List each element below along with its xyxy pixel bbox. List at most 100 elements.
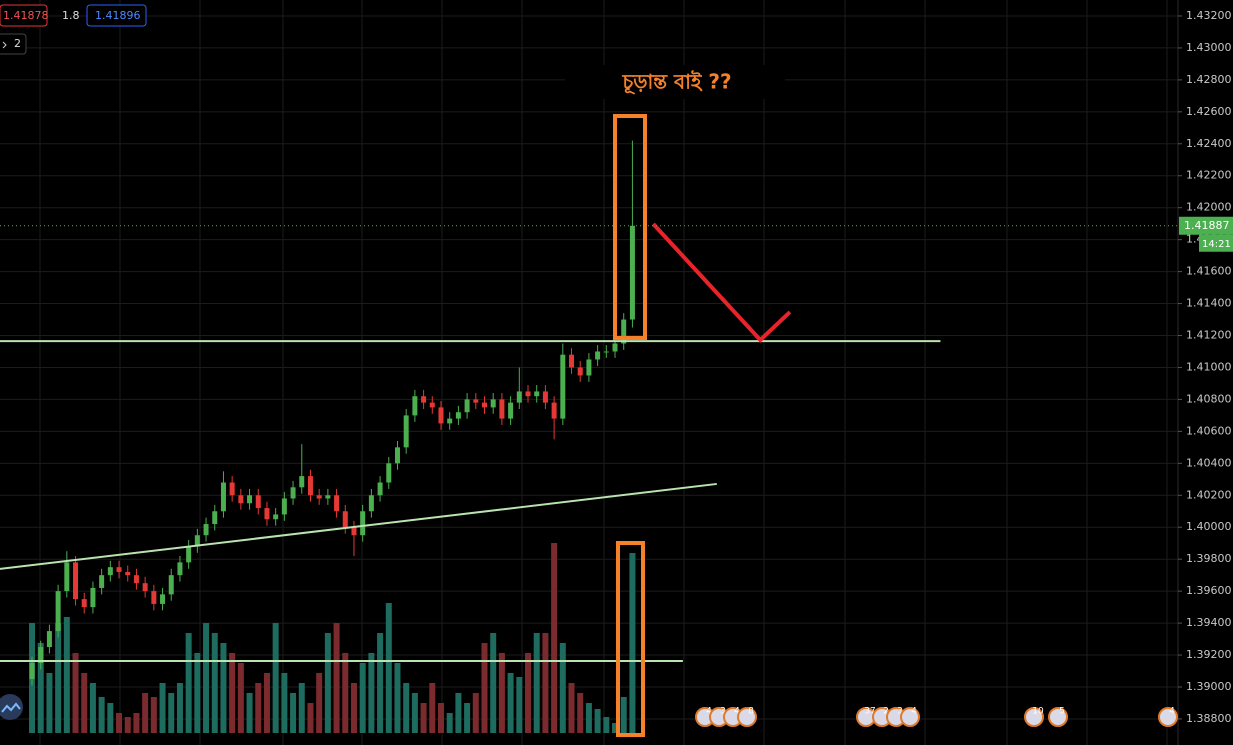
candle-body [307,476,313,496]
candle-body [412,396,418,416]
candle-body [125,571,131,576]
volume-bar [263,673,270,733]
volume-bar [359,663,366,733]
volume-bar [324,633,331,733]
header-close: 1.41896 [95,9,141,22]
candle-body [595,351,601,360]
header-box [86,4,147,27]
grid [0,0,1178,745]
countdown: 14:21 [1202,239,1231,250]
candle-layer [29,140,635,686]
annotation: চূড়ান্ত বাই ?? [621,70,731,96]
volume-bar [350,683,357,733]
candle-body [160,594,166,604]
drawn-line [651,222,792,343]
volume-bar [290,693,297,733]
candle-body [116,567,122,572]
candle-body [229,482,235,496]
drawings-layer [0,222,1178,662]
volume-bar [481,643,488,733]
candle-body [377,482,383,496]
volume-bar [385,603,392,733]
y-tick-label: 1.42200 [1186,169,1232,182]
event-count: 4 [734,707,740,717]
candle-body [334,495,340,512]
candle-body [38,647,44,664]
candle-body [133,575,139,584]
volume-bar [124,717,131,733]
candle-body [455,412,461,419]
volume-bar [446,713,453,733]
candle-body [629,225,635,320]
candle-body [508,402,514,419]
volume-bar [437,703,444,733]
candle-body [569,354,575,368]
candle-body [386,463,392,483]
volume-bar [63,617,70,733]
volume-bar [516,677,523,733]
volume-bar [72,653,79,733]
indicator-toggle[interactable] [0,33,27,55]
volume-bar [420,703,427,733]
volume-bar [107,703,114,733]
y-tick-label: 1.42400 [1186,137,1232,150]
volume-bar [603,717,610,733]
volume-bar [81,673,88,733]
event-count: 2 [883,707,889,717]
candle-body [107,567,113,576]
highlight-box [616,541,645,737]
y-tick-label: 1.39800 [1186,552,1232,565]
chevron [2,41,7,49]
events: 4 3 4 8 37 2 3 4 10 5 4 [695,707,1178,727]
volume-bar [394,663,401,733]
volume-bar [203,623,210,733]
candle-body [577,367,583,376]
candle-body [151,591,157,604]
volume-bar [185,633,192,733]
candle-body [368,495,374,512]
y-tick-label: 1.42800 [1186,73,1232,86]
volume-bar [594,709,601,733]
candle-body [481,402,487,408]
y-tick-label: 1.41400 [1186,297,1232,310]
y-tick-label: 1.42600 [1186,105,1232,118]
logo-mark [1,702,21,713]
volume-bar [298,683,305,733]
candle-body [290,487,296,499]
volume-bar [246,693,253,733]
candle-body [473,399,479,403]
volume-bar [98,697,105,733]
event-count: 5 [1059,707,1065,717]
volume-bar [159,683,166,733]
candle-body [394,447,400,464]
last-price-box [1179,216,1233,235]
drawn-line [0,482,717,570]
indicator-count: 2 [14,37,21,50]
candle-body [194,535,200,547]
y-tick-label: 1.41200 [1186,329,1232,342]
volume-bar [403,683,410,733]
volume-bar [525,653,532,733]
volume-bar [150,697,157,733]
candle-body [429,402,435,408]
candle-body [29,663,35,680]
volume-bar [211,633,218,733]
event-icon [900,707,920,727]
candle-body [81,599,87,608]
event-count: 3 [897,707,903,717]
volume-bar [37,643,44,733]
candle-body [525,391,531,397]
volume-bar [89,683,96,733]
candle-body [560,354,566,419]
volume-bar [116,713,123,733]
y-tick-label: 1.43200 [1186,9,1232,22]
volume-bar [411,693,418,733]
volume-bar [168,693,175,733]
candle-body [403,415,409,448]
volume-bar [377,633,384,733]
y-tick-label: 1.41600 [1186,265,1232,278]
countdown-box [1199,234,1233,252]
candle-body [238,495,244,504]
candle-body [612,343,618,352]
